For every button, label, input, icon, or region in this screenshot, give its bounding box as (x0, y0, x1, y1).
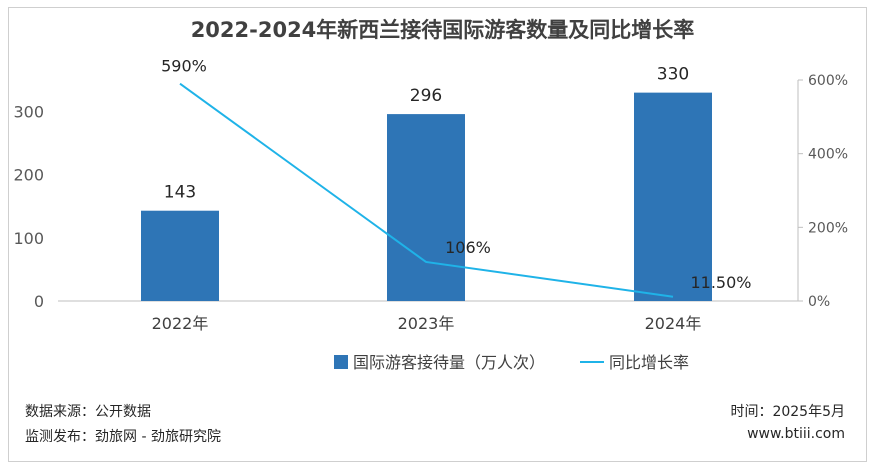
left-axis-tick-label: 200 (13, 166, 44, 185)
left-axis-tick-label: 100 (13, 229, 44, 248)
x-axis-tick-label: 2022年 (152, 314, 209, 333)
publisher-note: 监测发布：劲旅网 - 劲旅研究院 (25, 429, 221, 445)
legend-bar-swatch (334, 355, 348, 369)
line-value-label: 590% (161, 57, 207, 76)
line-value-label: 11.50% (690, 273, 751, 292)
legend-line-label: 同比增长率 (609, 353, 689, 372)
bar-value-label: 330 (657, 65, 689, 85)
bar-value-label: 296 (410, 86, 442, 106)
right-axis-tick-label: 200% (808, 220, 848, 236)
right-axis-tick-label: 600% (808, 73, 848, 89)
legend-bar-label: 国际游客接待量（万人次） (353, 353, 545, 372)
x-axis-tick-label: 2023年 (398, 314, 455, 333)
right-axis-tick-label: 400% (808, 147, 848, 163)
line-value-label: 106% (445, 238, 491, 257)
growth-rate-line (179, 82, 674, 298)
right-axis-tick-label: 0% (808, 294, 830, 310)
left-axis-tick-label: 300 (13, 103, 44, 122)
bar-value-label: 143 (164, 183, 196, 203)
chart-title: 2022-2024年新西兰接待国际游客数量及同比增长率 (190, 18, 695, 42)
bar (634, 92, 712, 301)
left-axis-tick-label: 0 (34, 292, 44, 311)
source-note: 数据来源：公开数据 (25, 404, 151, 420)
bar (387, 114, 465, 302)
bar (141, 210, 219, 301)
time-note: 时间：2025年5月 (730, 404, 845, 420)
site-note: www.btiii.com (747, 426, 845, 442)
x-axis-tick-label: 2024年 (645, 314, 702, 333)
